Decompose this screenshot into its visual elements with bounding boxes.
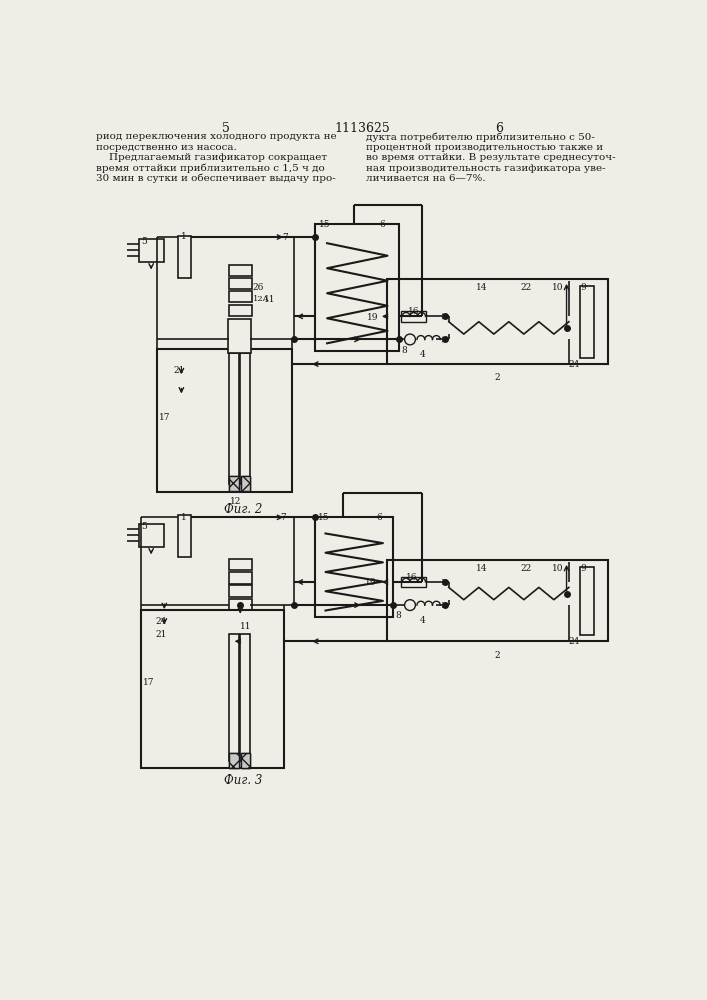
Text: 10: 10 [552, 564, 563, 573]
Text: 21: 21 [174, 366, 185, 375]
Bar [228, 559, 252, 570]
Text: 19: 19 [368, 312, 379, 322]
Bar [228, 634, 239, 761]
Text: 22: 22 [521, 564, 532, 573]
Text: 17: 17 [159, 413, 170, 422]
Text: 11: 11 [240, 622, 251, 631]
Text: 12: 12 [230, 497, 241, 506]
Text: дукта потребителю приблизительно с 50-: дукта потребителю приблизительно с 50- [366, 132, 595, 142]
Text: 30 мин в сутки и обеспечивает выдачу про-: 30 мин в сутки и обеспечивает выдачу про… [96, 174, 336, 183]
Text: 5: 5 [221, 122, 230, 135]
Text: 7: 7 [282, 233, 288, 242]
Text: 2: 2 [494, 651, 500, 660]
Text: риод переключения холодного продукта не: риод переключения холодного продукта не [96, 132, 337, 141]
Bar [228, 572, 252, 584]
Bar [139, 239, 163, 262]
Text: 14: 14 [476, 564, 487, 573]
Text: 16: 16 [408, 307, 419, 316]
Text: 6: 6 [495, 122, 503, 135]
Bar [228, 278, 252, 289]
Text: 1: 1 [182, 232, 187, 241]
Text: 6: 6 [376, 513, 382, 522]
Text: 24: 24 [155, 617, 166, 626]
Bar [228, 265, 252, 276]
Bar [241, 753, 250, 768]
Text: 15: 15 [317, 513, 329, 522]
Bar [240, 634, 250, 761]
Text: 4: 4 [420, 616, 426, 625]
Bar [230, 476, 239, 491]
Bar [228, 353, 239, 484]
Text: 8: 8 [402, 346, 407, 355]
Text: 11: 11 [264, 295, 276, 304]
Text: 1: 1 [182, 513, 187, 522]
Text: посредственно из насоса.: посредственно из насоса. [96, 143, 237, 152]
Text: 14: 14 [476, 283, 487, 292]
Text: 26: 26 [252, 283, 264, 292]
Bar [241, 476, 250, 491]
Text: 1113625: 1113625 [334, 122, 390, 135]
Text: 4: 4 [420, 350, 426, 359]
Text: ная производительность газификатора уве-: ная производительность газификатора уве- [366, 164, 605, 173]
Bar [240, 353, 250, 484]
Text: Предлагаемый газификатор сокращает: Предлагаемый газификатор сокращает [96, 153, 327, 162]
Bar [230, 476, 239, 491]
Bar [315, 517, 393, 617]
Text: 19: 19 [365, 578, 377, 587]
Text: 9: 9 [580, 564, 586, 573]
Bar [230, 753, 239, 768]
Bar [580, 286, 594, 358]
Text: 16: 16 [406, 573, 418, 582]
Bar [139, 524, 163, 547]
Text: 5: 5 [141, 237, 147, 246]
Text: во время оттайки. В результате среднесуточ-: во время оттайки. В результате среднесут… [366, 153, 616, 162]
Text: Фиг. 3: Фиг. 3 [224, 774, 262, 788]
Text: 15: 15 [320, 220, 331, 229]
Text: 5: 5 [141, 522, 147, 531]
Bar [580, 567, 594, 635]
Text: 10: 10 [552, 283, 563, 292]
Bar [315, 224, 399, 351]
Text: 21: 21 [155, 630, 166, 639]
Bar [387, 560, 607, 641]
Bar [228, 599, 252, 610]
Bar [241, 753, 250, 768]
Bar [228, 585, 252, 597]
Bar [228, 305, 252, 316]
Text: время оттайки приблизительно с 1,5 ч до: время оттайки приблизительно с 1,5 ч до [96, 164, 325, 173]
Text: 17: 17 [144, 678, 155, 687]
Bar [228, 319, 251, 353]
Bar [230, 753, 239, 768]
Bar [177, 515, 192, 557]
Text: 7: 7 [281, 513, 286, 522]
Text: 22: 22 [521, 283, 532, 292]
Bar [402, 311, 426, 322]
Text: 24: 24 [569, 637, 580, 646]
Bar [241, 476, 250, 491]
Text: личивается на 6—7%.: личивается на 6—7%. [366, 174, 486, 183]
Bar [177, 235, 192, 278]
Text: 24: 24 [569, 360, 580, 369]
Text: 6: 6 [380, 220, 385, 229]
Text: 8: 8 [395, 611, 401, 620]
Text: 9: 9 [580, 283, 586, 292]
Text: 2: 2 [494, 373, 500, 382]
Bar [402, 577, 426, 587]
Bar [156, 349, 292, 492]
Bar [141, 610, 284, 768]
Bar [228, 291, 252, 302]
Text: 12A: 12A [252, 295, 269, 303]
Bar [387, 279, 607, 364]
Text: процентной производительностью также и: процентной производительностью также и [366, 143, 603, 152]
Text: Фиг. 2: Фиг. 2 [224, 503, 262, 516]
